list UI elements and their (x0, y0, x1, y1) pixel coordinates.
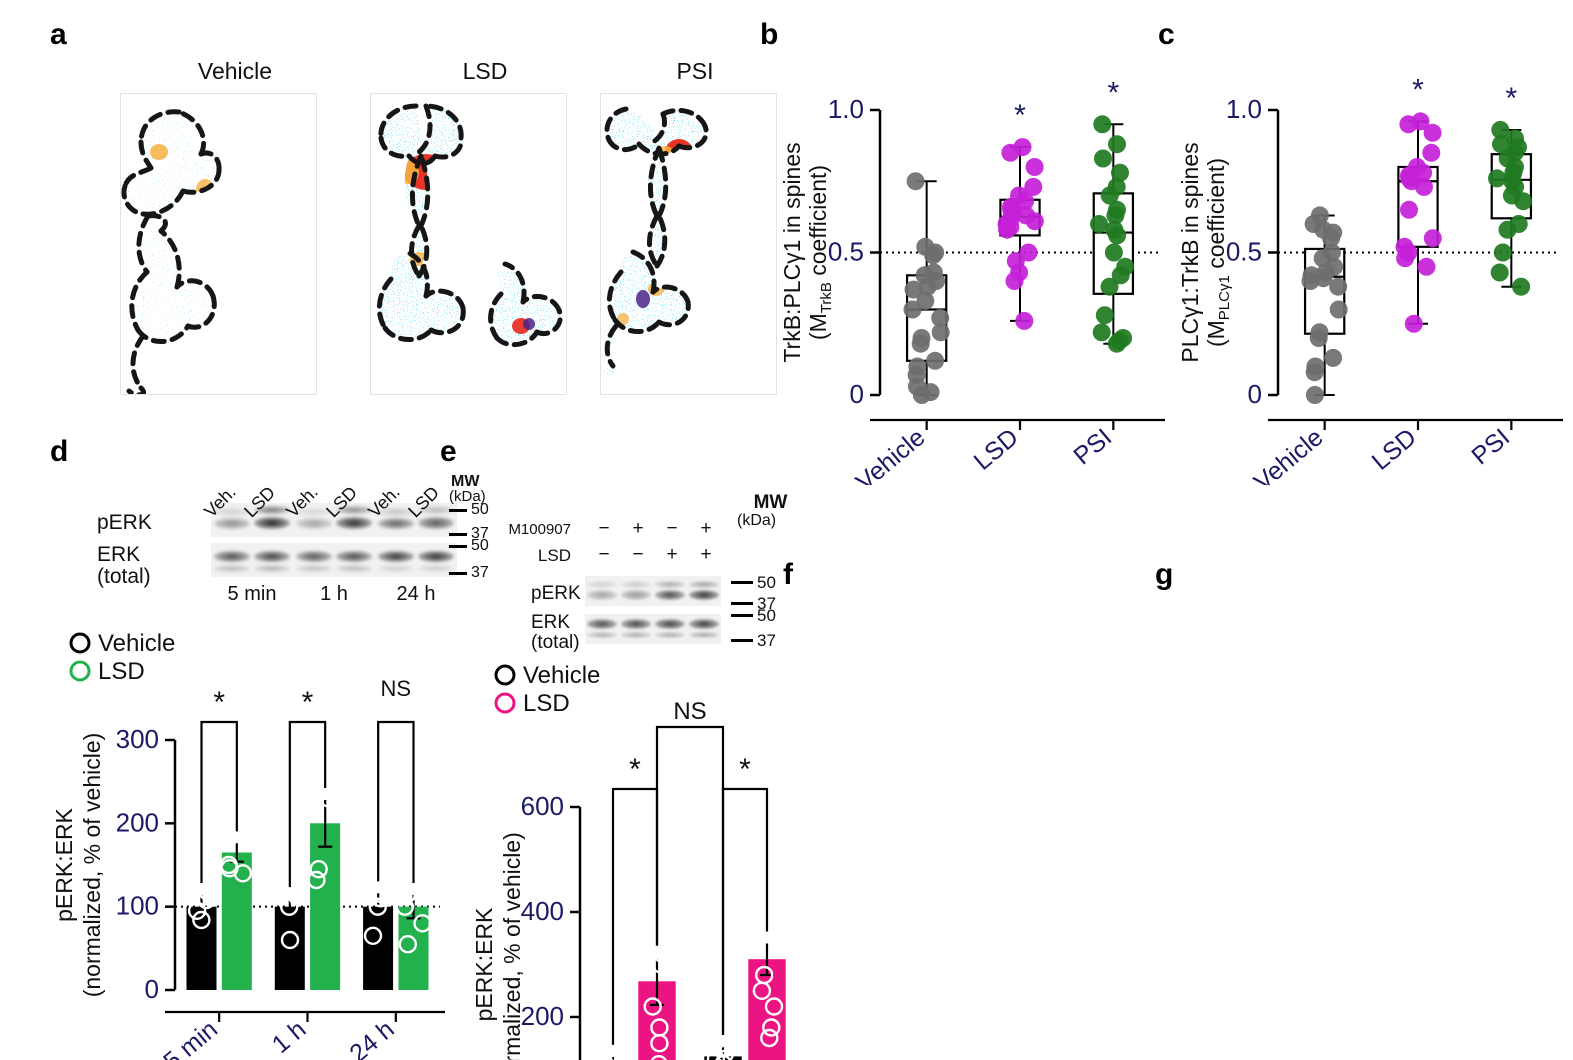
svg-text:*: * (302, 686, 314, 719)
svg-text:*: * (739, 753, 751, 786)
svg-text:0: 0 (145, 974, 159, 1004)
svg-text:LSD: LSD (1367, 423, 1422, 476)
svg-text:(normalized, % of vehicle): (normalized, % of vehicle) (79, 733, 105, 998)
svg-text:PSI: PSI (1466, 423, 1515, 470)
svg-text:pERK:ERK: pERK:ERK (471, 907, 497, 1021)
svg-text:LSD: LSD (523, 690, 570, 717)
svg-text:600: 600 (521, 791, 564, 821)
svg-text:200: 200 (116, 807, 159, 837)
svg-text:pERK:ERK: pERK:ERK (51, 807, 77, 921)
svg-text:1.0: 1.0 (828, 94, 864, 124)
svg-text:*: * (213, 686, 225, 719)
svg-text:Vehicle: Vehicle (851, 423, 931, 485)
svg-text:5 min: 5 min (158, 1015, 223, 1060)
svg-text:300: 300 (116, 724, 159, 754)
svg-text:PLCγ1:TrkB in spines: PLCγ1:TrkB in spines (1178, 142, 1203, 362)
svg-text:*: * (1014, 99, 1026, 132)
svg-text:Vehicle: Vehicle (98, 630, 175, 657)
svg-text:*: * (1107, 76, 1119, 109)
svg-text:NS: NS (381, 676, 412, 701)
svg-text:NS: NS (673, 698, 706, 725)
svg-text:PSI: PSI (1068, 423, 1117, 470)
svg-text:0: 0 (1248, 379, 1262, 409)
svg-text:1 h: 1 h (267, 1015, 312, 1059)
svg-text:*: * (1505, 82, 1517, 115)
svg-text:200: 200 (521, 1001, 564, 1031)
svg-text:*: * (629, 753, 641, 786)
svg-text:100: 100 (116, 891, 159, 921)
svg-text:24 h: 24 h (344, 1015, 399, 1060)
svg-text:LSD: LSD (969, 423, 1024, 476)
svg-text:TrkB:PLCγ1 in spines: TrkB:PLCγ1 in spines (780, 142, 805, 362)
svg-text:0: 0 (850, 379, 864, 409)
svg-text:*: * (1412, 73, 1424, 106)
svg-text:0.5: 0.5 (828, 237, 864, 267)
svg-text:400: 400 (521, 896, 564, 926)
svg-text:LSD: LSD (98, 658, 145, 685)
svg-text:Vehicle: Vehicle (1249, 423, 1329, 485)
svg-text:1.0: 1.0 (1226, 94, 1262, 124)
svg-text:Vehicle: Vehicle (523, 662, 600, 689)
svg-text:0.5: 0.5 (1226, 237, 1262, 267)
